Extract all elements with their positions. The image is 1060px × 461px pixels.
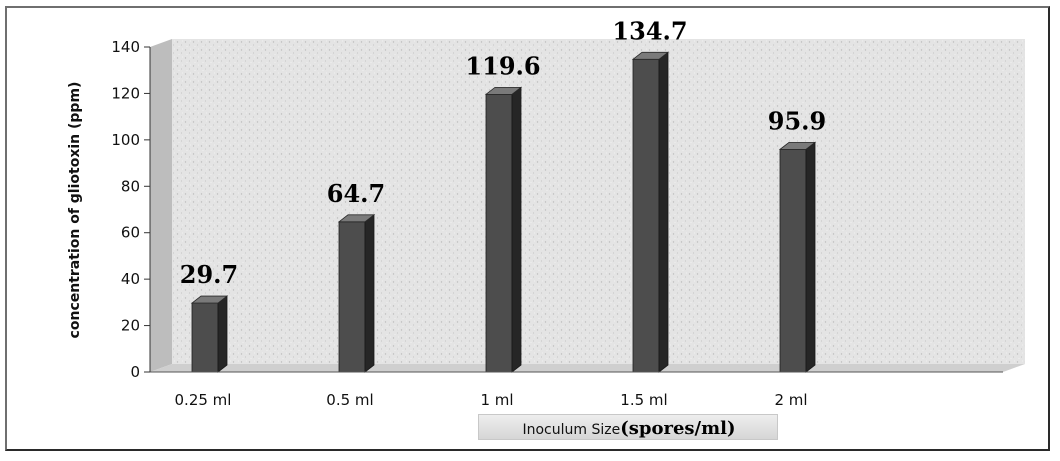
bar-front [338, 221, 366, 373]
data-label: 134.7 [612, 16, 687, 45]
bars: 29.7 64.7 119.6 134.7 95.9 [180, 16, 826, 373]
y-tick-label: 60 [121, 224, 140, 242]
y-tick-label: 20 [121, 317, 140, 335]
floor [150, 364, 1025, 372]
bar-side [805, 141, 816, 373]
bar-front [191, 302, 219, 373]
bar-side [511, 86, 522, 373]
bar-front [632, 58, 660, 373]
x-tick-label: 0.25 ml [175, 391, 232, 409]
y-axis: 0 20 40 60 80 100 120 140 [111, 38, 151, 381]
x-axis-title-box: Inoculum Size(spores/ml) [478, 414, 778, 440]
bar-front [485, 93, 513, 373]
x-tick-label: 2 ml [774, 391, 807, 409]
bar-0 [190, 295, 229, 373]
y-tick-label: 140 [111, 38, 140, 56]
y-tick-label: 40 [121, 270, 140, 288]
y-tick-label: 0 [130, 363, 140, 381]
bar-2 [484, 86, 523, 373]
x-axis-title: Inoculum Size(spores/ml) [522, 418, 735, 439]
x-axis: 0.25 ml 0.5 ml 1 ml 1.5 ml 2 ml [150, 371, 1003, 409]
x-tick-label: 0.5 ml [326, 391, 373, 409]
bar-side [364, 213, 375, 373]
bar-side [658, 51, 669, 373]
x-tick-label: 1.5 ml [620, 391, 667, 409]
y-tick-label: 100 [111, 131, 140, 149]
y-tick-label: 80 [121, 177, 140, 195]
y-axis-title: concentration of gliotoxin (ppm) [67, 82, 83, 339]
x-tick-label: 1 ml [480, 391, 513, 409]
bar-side [217, 295, 228, 373]
data-label: 119.6 [465, 51, 540, 80]
bar-1 [337, 213, 376, 373]
bar-top [778, 141, 817, 150]
chart-walls [150, 39, 1025, 372]
bar-4 [778, 141, 817, 373]
y-tick-label: 120 [111, 84, 140, 102]
bar-top [631, 51, 670, 60]
side-wall [150, 39, 172, 372]
bar-3 [631, 51, 670, 373]
x-axis-title-part1: Inoculum Size [522, 422, 620, 438]
bar-front [779, 148, 807, 373]
data-label: 95.9 [768, 106, 826, 135]
bar-top [484, 86, 523, 95]
bar-top [337, 214, 376, 223]
data-label: 64.7 [327, 179, 385, 208]
bar-top [190, 295, 229, 304]
x-axis-title-part2: (spores/ml) [620, 418, 735, 439]
back-wall [172, 39, 1025, 364]
data-label: 29.7 [180, 260, 238, 289]
